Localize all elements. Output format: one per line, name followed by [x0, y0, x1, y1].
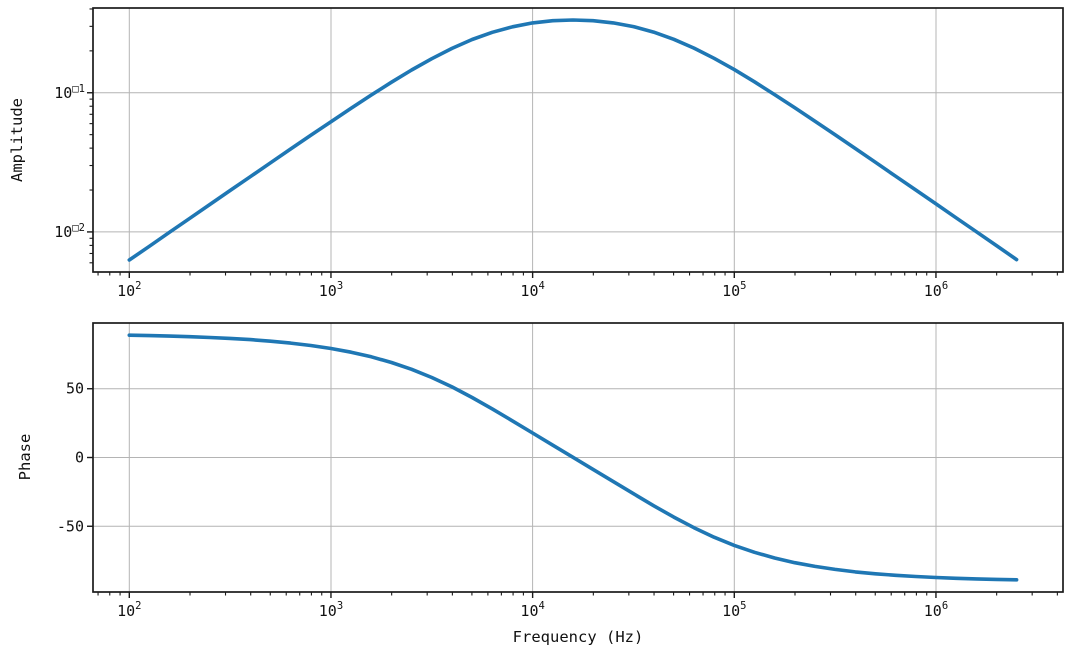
x-tick-label: 106: [924, 280, 948, 300]
phase-curve: [127, 333, 1019, 582]
x-tick-label: 105: [722, 600, 746, 620]
phase-y-axis-label: Phase: [16, 434, 34, 481]
y-tick-label: 10□2: [54, 222, 85, 241]
phase-grid: [93, 323, 1063, 592]
x-tick-label: 103: [319, 600, 343, 620]
x-tick-label: 105: [722, 280, 746, 300]
amplitude-axis-ticks: [87, 8, 1058, 278]
x-tick-label: 102: [117, 600, 141, 620]
x-axis-label: Frequency (Hz): [513, 628, 644, 646]
y-tick-label: 10□1: [54, 83, 85, 102]
x-tick-label: 103: [319, 280, 343, 300]
amplitude-spines: [92, 7, 1064, 273]
amplitude-y-axis-label: Amplitude: [8, 98, 26, 182]
plot-frame: [92, 7, 1064, 273]
y-tick-label: 0: [75, 449, 84, 467]
response-curve-line: [127, 18, 1019, 262]
x-tick-label: 102: [117, 280, 141, 300]
response-curve-line: [127, 333, 1019, 582]
y-tick-label: 50: [66, 380, 84, 398]
y-tick-label: -50: [57, 517, 84, 535]
amplitude-subplot: 102 103 104 105 106 10□2 10□1 Amplitude: [8, 7, 1064, 300]
x-tick-label: 106: [924, 600, 948, 620]
phase-spines: [92, 322, 1064, 593]
amplitude-curve: [127, 18, 1019, 262]
x-tick-label: 104: [520, 600, 544, 620]
phase-subplot: 102 103 104 105 106 -50 0 50 Phase Frequency (H…: [16, 322, 1064, 646]
amplitude-tick-labels: 102 103 104 105 106 10□2 10□1: [54, 83, 948, 300]
phase-axis-ticks: [87, 388, 1058, 598]
plot-frame: [92, 322, 1064, 593]
amplitude-grid: [93, 8, 1063, 272]
x-tick-label: 104: [520, 280, 544, 300]
phase-tick-labels: 102 103 104 105 106 -50 0 50: [57, 380, 948, 620]
